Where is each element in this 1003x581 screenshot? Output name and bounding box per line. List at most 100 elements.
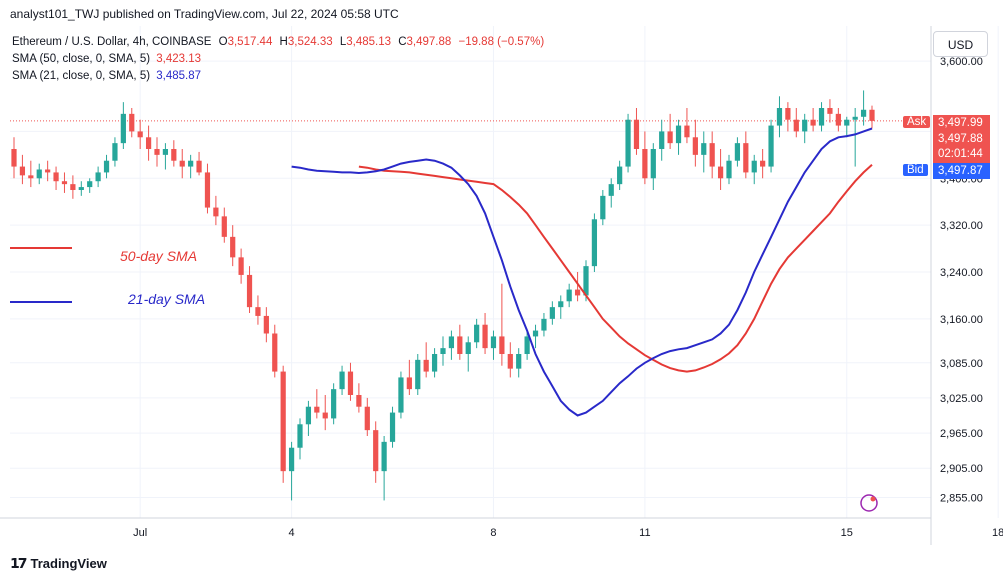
legend-sma50-label: SMA (50, close, 0, SMA, 5) [12, 53, 151, 65]
candle [431, 348, 438, 378]
candle [280, 365, 286, 483]
candle [297, 418, 303, 460]
candle [213, 195, 219, 226]
y-tick-label: 3,025.00 [940, 393, 983, 405]
candle [625, 113, 631, 173]
x-tick-label: Jul [133, 527, 147, 539]
candle [785, 102, 791, 132]
candle [373, 421, 379, 483]
legend-close-key: C [398, 36, 407, 48]
candle [347, 362, 354, 401]
candle [743, 131, 749, 179]
tradingview-logo-icon: 𝟭𝟳 [10, 555, 28, 571]
last-price-value: 3,497.88 [938, 133, 983, 145]
candle [667, 113, 673, 149]
candle [448, 330, 455, 360]
candle [760, 149, 766, 179]
legend-symbol[interactable]: Ethereum / U.S. Dollar, 4h, COINBASE [12, 36, 212, 48]
candle [692, 119, 698, 167]
candle [196, 151, 202, 176]
candle [633, 108, 640, 155]
candle [171, 140, 177, 167]
x-tick-label: 8 [490, 527, 496, 539]
legend-sma50-value: 3,423.13 [156, 53, 202, 65]
candle [591, 213, 598, 272]
candle [272, 324, 278, 378]
candle [154, 137, 160, 167]
candle [406, 359, 412, 395]
legend-open-key: O [218, 36, 228, 48]
y-tick-label: 2,855.00 [940, 493, 983, 505]
candle [835, 108, 841, 132]
candle [860, 90, 867, 126]
candle [305, 400, 312, 436]
bid-tag: Bid [903, 164, 928, 176]
candle [600, 190, 606, 226]
tradingview-brand[interactable]: 𝟭𝟳 TradingView [10, 555, 107, 572]
ask-tag: Ask [903, 116, 931, 128]
ask-price-label: 3,497.99 [933, 115, 990, 131]
y-tick-label: 2,905.00 [940, 463, 983, 475]
y-tick-label: 3,085.00 [940, 358, 983, 370]
candle [465, 336, 471, 372]
candle [818, 102, 825, 132]
legend-close: 3,497.88 [406, 36, 452, 48]
candle [776, 96, 783, 138]
y-tick-label: 3,320.00 [940, 220, 983, 232]
candle [87, 178, 93, 193]
candle [608, 178, 614, 208]
candle [768, 119, 774, 173]
candle [103, 154, 110, 179]
candle [188, 154, 194, 179]
legend-sma50-row[interactable]: SMA (50, close, 0, SMA, 5) 3,423.13 [12, 51, 544, 68]
y-tick-label: 3,160.00 [940, 314, 983, 326]
y-tick-label: 3,240.00 [940, 267, 983, 279]
candle [112, 137, 118, 167]
currency-button[interactable]: USD [933, 31, 988, 57]
candle [28, 160, 34, 188]
last-price-label: 3,497.88 02:01:44 [933, 131, 990, 163]
legend: Ethereum / U.S. Dollar, 4h, COINBASE O 3,… [12, 34, 544, 85]
candle [490, 330, 497, 360]
candle [574, 272, 581, 302]
x-tick-label: 15 [841, 527, 853, 539]
candle [356, 383, 362, 413]
candle [221, 207, 227, 243]
sma21-annotation-text: 21-day SMA [127, 291, 205, 307]
candle [389, 406, 396, 448]
candle [381, 436, 387, 501]
candle [331, 383, 337, 425]
candle [474, 318, 480, 349]
candle [617, 160, 623, 190]
candle [246, 266, 253, 313]
candle [852, 108, 858, 167]
candle [793, 108, 799, 138]
candle [204, 163, 211, 214]
candle [709, 131, 715, 179]
candle [78, 181, 84, 196]
event-icon[interactable] [860, 494, 878, 512]
brand-name: TradingView [30, 556, 107, 571]
legend-sma21-label: SMA (21, close, 0, SMA, 5) [12, 70, 151, 82]
candle [482, 313, 488, 354]
candle [263, 307, 269, 343]
bid-price-label: 3,497.87 [933, 163, 990, 179]
candle [255, 295, 261, 325]
x-tick-label: 4 [289, 527, 295, 539]
legend-ohlc-row: Ethereum / U.S. Dollar, 4h, COINBASE O 3,… [12, 34, 544, 51]
candle [734, 137, 741, 167]
candle [288, 441, 295, 501]
candle [642, 131, 648, 185]
legend-low-key: L [339, 36, 347, 48]
candle [129, 108, 135, 138]
candle [524, 330, 530, 360]
legend-sma21-row[interactable]: SMA (21, close, 0, SMA, 5) 3,485.87 [12, 68, 544, 85]
candle [440, 336, 446, 366]
candle [457, 324, 463, 360]
candle [314, 389, 320, 419]
candle [566, 283, 572, 308]
legend-high: 3,524.33 [287, 36, 333, 48]
candle [507, 342, 513, 378]
candle [844, 116, 850, 138]
